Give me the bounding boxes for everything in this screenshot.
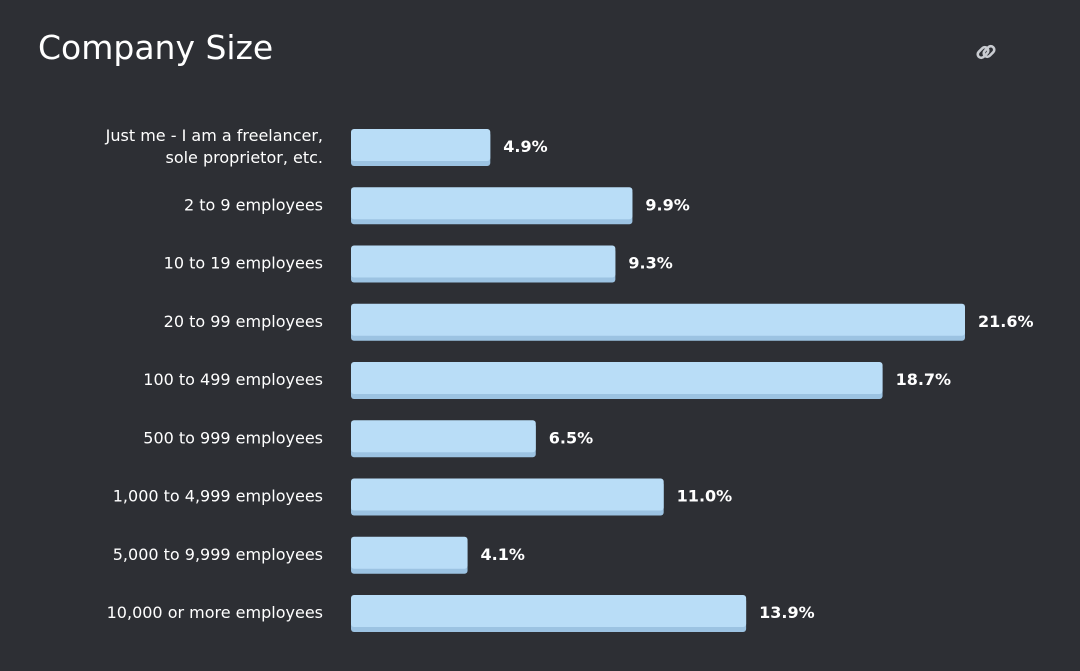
category-label: 100 to 499 employees <box>143 370 323 389</box>
category-label: 500 to 999 employees <box>143 428 323 447</box>
value-label: 9.3% <box>628 254 672 273</box>
bar <box>351 595 747 627</box>
value-label: 11.0% <box>677 487 733 506</box>
bar-group: 6.5% 500 to 999 employees <box>143 420 593 458</box>
bar-group: 11.0% 1,000 to 4,999 employees <box>113 478 733 516</box>
bar <box>351 129 491 161</box>
bar <box>351 362 883 394</box>
bar <box>351 187 633 220</box>
bar <box>351 303 965 336</box>
bar-group: 21.6% 20 to 99 employees <box>164 303 1034 341</box>
value-label: 18.7% <box>896 370 952 389</box>
value-label: 6.5% <box>549 428 593 447</box>
bar <box>351 478 664 511</box>
link-icon[interactable] <box>972 38 1000 66</box>
value-label: 4.9% <box>503 137 547 156</box>
category-label: 5,000 to 9,999 employees <box>113 545 323 564</box>
bar-group: 4.1% 5,000 to 9,999 employees <box>113 536 525 574</box>
bar <box>351 245 616 278</box>
category-label: 10 to 19 employees <box>164 254 323 273</box>
category-label: Just me - I am a freelancer, <box>105 126 323 145</box>
category-label: 2 to 9 employees <box>184 195 323 214</box>
bar-group: 4.9% Just me - I am a freelancer, sole pro… <box>105 126 548 167</box>
value-label: 21.6% <box>978 312 1034 331</box>
chart-title: Company Size <box>38 28 274 67</box>
bar <box>351 420 536 453</box>
category-label: 20 to 99 employees <box>164 312 323 331</box>
value-label: 4.1% <box>481 545 525 564</box>
value-label: 9.9% <box>645 195 689 214</box>
bar-group: 9.3% 10 to 19 employees <box>164 245 673 283</box>
value-label: 13.9% <box>759 603 815 622</box>
bar-group: 13.9% 10,000 or more employees <box>107 595 815 632</box>
bar <box>351 536 468 569</box>
category-label: sole proprietor, etc. <box>165 148 323 167</box>
category-label: 1,000 to 4,999 employees <box>113 487 323 506</box>
category-label: 10,000 or more employees <box>107 603 323 622</box>
bar-group: 9.9% 2 to 9 employees <box>184 187 690 225</box>
bar-group: 18.7% 100 to 499 employees <box>143 362 951 399</box>
